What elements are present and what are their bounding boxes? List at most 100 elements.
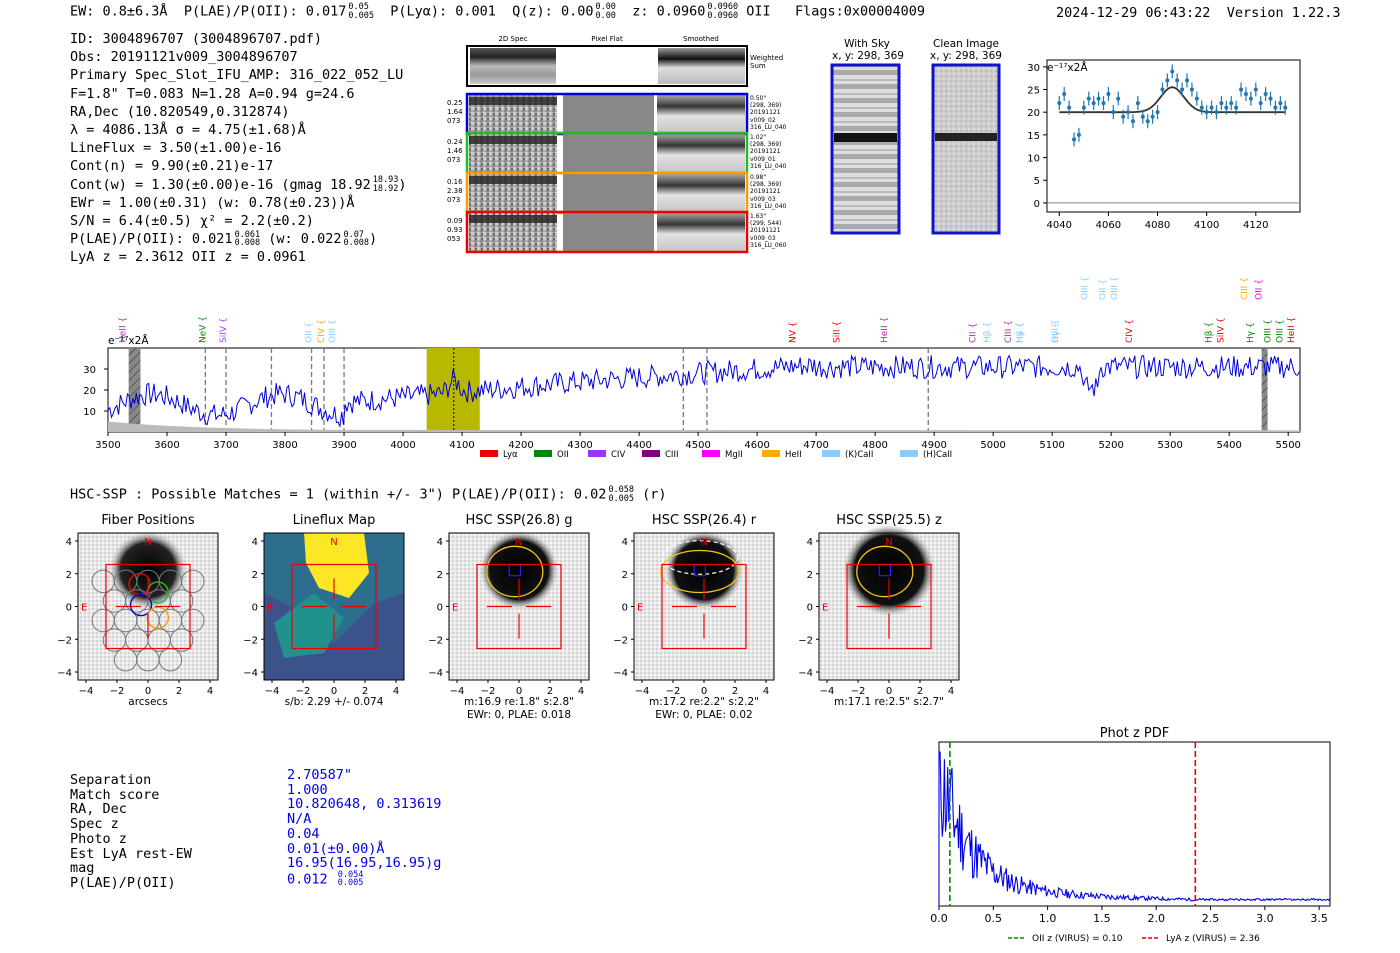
fiber-right-value: 20191121 xyxy=(750,227,781,235)
full-xtick-label: 4000 xyxy=(390,440,415,451)
header-qz-lo: 0.00 xyxy=(595,10,616,21)
match-label: Match score xyxy=(70,786,160,803)
zoom-data-point xyxy=(1126,110,1131,115)
legend-label: (K)CaII xyxy=(845,450,873,460)
fiber-right-value: 316_LU_040 xyxy=(750,162,787,170)
zoom-data-point xyxy=(1224,105,1229,110)
search-box xyxy=(476,563,562,650)
hsc-xtick-label: 0 xyxy=(331,686,337,697)
fiber-right-value: 316_LU_040 xyxy=(750,123,787,131)
with-sky-title: With Sky x, y: 298, 369 xyxy=(832,38,904,62)
zoom-data-point xyxy=(1185,78,1190,83)
emission-line-label: CIII { xyxy=(1240,277,1250,300)
zoom-data-point xyxy=(1229,101,1234,106)
hsc-xtick-label: 4 xyxy=(948,686,954,697)
header-z: z: 0.0960 xyxy=(632,3,706,20)
zoom-data-point xyxy=(1199,105,1204,110)
north-label: N xyxy=(885,537,892,548)
pdf-xtick-label: 1.5 xyxy=(1093,912,1111,925)
fiber-circle xyxy=(169,628,194,652)
pdf-xtick-label: 0.0 xyxy=(930,912,948,925)
fiber-2d-trace-3 xyxy=(469,176,557,184)
emission-line-label: SiIV { xyxy=(219,317,229,343)
info-radec: RA,Dec (10.820549,0.312874) xyxy=(70,103,290,120)
info-plae-w: (w: 0.022 xyxy=(268,231,342,248)
info-ewr: EWr = 1.00(±0.31) (w: 0.78(±0.23))Å xyxy=(70,194,355,211)
zoom-data-point xyxy=(1106,92,1111,97)
hsc-ytick-label: 4 xyxy=(66,537,72,548)
hsc-caption: arcsecs xyxy=(128,696,168,708)
info-sn: S/N = 6.4(±0.5) χ² = 2.2(±0.2) xyxy=(70,213,314,230)
selected-fiber-circle xyxy=(146,581,170,604)
match-value: 16.95(16.95,16.95)g xyxy=(287,855,442,872)
match-label: mag xyxy=(70,860,95,877)
full-xtick-label: 3500 xyxy=(95,440,120,451)
clean-image xyxy=(931,63,1001,235)
pdf-xtick-label: 1.0 xyxy=(1039,912,1057,925)
zoom-data-point xyxy=(1219,101,1224,106)
fiber-smoothed-3 xyxy=(657,174,745,212)
east-label: E xyxy=(452,603,458,614)
zoom-data-point xyxy=(1091,101,1096,106)
info-plae-w-hi: 0.07 xyxy=(343,229,364,240)
match-label: Est LyA rest-EW xyxy=(70,845,192,862)
zoom-data-point xyxy=(1268,96,1273,101)
zoom-data-point xyxy=(1214,110,1219,115)
hsc-xtick-label: −2 xyxy=(296,686,311,697)
fiber-pixel-flat-2 xyxy=(563,134,654,172)
full-xtick-label: 4300 xyxy=(567,440,592,451)
info-plae: P(LAE)/P(OII): 0.021 0.061 0.008 (w: 0.022… xyxy=(70,230,406,248)
emission-line-label: NeV { xyxy=(198,316,208,343)
full-xtick-label: 3700 xyxy=(213,440,238,451)
fiber-circle xyxy=(181,569,205,593)
fiber-pixel-flat-4 xyxy=(563,213,654,251)
match-value: 2.70587" xyxy=(287,767,353,783)
info-contw-end: ) xyxy=(398,176,407,193)
emission-line-label: OIII { xyxy=(1263,319,1273,343)
zoom-data-point xyxy=(1243,92,1248,97)
hsc-ytick-label: 4 xyxy=(807,537,813,548)
full-plot-frame xyxy=(107,347,1301,433)
hsc-ytick-label: 0 xyxy=(252,603,258,614)
emission-line-label: OIII { xyxy=(328,319,338,343)
masked-region xyxy=(1261,348,1268,432)
info-plae-lo: 0.008 xyxy=(234,238,261,249)
east-label: E xyxy=(637,603,643,614)
source-ellipse xyxy=(659,549,740,594)
hsc-caption-2: EWr: 0, PLAE: 0.02 xyxy=(655,709,753,721)
with-sky-coords: x, y: 298, 369 xyxy=(832,50,904,62)
match-labels: Separation Match score RA, Dec Spec z Photo … xyxy=(70,773,192,891)
weighted-sum-label: Weighted Sum xyxy=(750,54,784,70)
emission-line-label: CIV { xyxy=(1125,319,1135,343)
hsc-xtick-label: −4 xyxy=(450,686,465,697)
hsc-ytick-label: 0 xyxy=(66,603,72,614)
hsc-ytick-label: 2 xyxy=(252,570,258,581)
fiber-left-value: 0.24 xyxy=(447,138,463,146)
emission-line-label: SiIV { xyxy=(1216,317,1226,343)
hsc-xtick-label: 2 xyxy=(732,686,738,697)
zoom-data-point xyxy=(1239,87,1244,92)
sky-noise-fill xyxy=(108,421,1300,432)
info-contw: Cont(w) = 1.30(±0.00)e-16 (gmag 18.92 18.… xyxy=(70,176,406,194)
fiber-circle xyxy=(91,569,115,593)
hsc-xtick-label: 4 xyxy=(578,686,584,697)
zoom-ytick-label: 30 xyxy=(1027,63,1040,74)
zoom-data-point xyxy=(1189,87,1194,92)
fiber-2d-trace-4 xyxy=(469,215,557,223)
legend-swatch xyxy=(642,450,660,457)
clean-image-coords: x, y: 298, 369 xyxy=(930,50,1002,62)
fiber-left-value: 1.46 xyxy=(447,147,463,155)
fiber-circle xyxy=(181,608,205,633)
fiber-left-value: 0.09 xyxy=(447,217,463,225)
legend-swatch xyxy=(762,450,780,457)
zoom-unit-label: e⁻¹⁷x2Å xyxy=(1047,62,1088,74)
emission-line-label: OII { xyxy=(1098,279,1108,300)
emission-line-label: CIV { xyxy=(317,319,327,343)
hsc-heading: HSC-SSP : Possible Matches = 1 (within +… xyxy=(70,486,667,503)
fiber-2d-trace-2 xyxy=(469,136,557,144)
full-xtick-label: 5000 xyxy=(980,440,1005,451)
zoom-data-point xyxy=(1076,132,1081,137)
pdf-title: Phot z PDF xyxy=(1100,726,1170,741)
